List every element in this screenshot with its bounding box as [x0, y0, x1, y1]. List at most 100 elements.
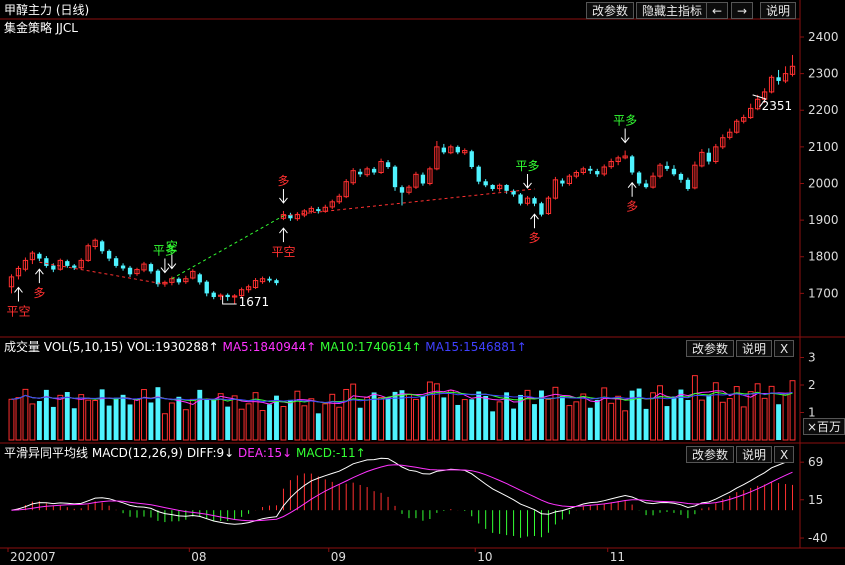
- volume-bar-down: [50, 406, 56, 440]
- candle-down: [560, 180, 565, 184]
- macd-close-button[interactable]: X: [774, 446, 795, 463]
- volume-bar-up: [761, 397, 768, 441]
- hide-main-indicator-button[interactable]: 隐藏主指标: [636, 2, 709, 19]
- candle-down: [371, 168, 377, 173]
- volume-bar-up: [252, 392, 259, 441]
- volume-bar-up: [566, 405, 573, 441]
- candle-down: [155, 270, 161, 285]
- x-tick-label: 08: [191, 550, 206, 564]
- trend-line-long: [171, 215, 284, 280]
- candle-down: [399, 187, 405, 193]
- signal-arrow-up: [14, 286, 23, 302]
- volume-help-button[interactable]: 说明: [736, 340, 773, 357]
- volume-bar-down: [225, 406, 231, 440]
- volume-bar-down: [315, 413, 321, 440]
- macd-help-button[interactable]: 说明: [736, 446, 773, 463]
- macd-tick-label: -40: [808, 531, 828, 545]
- volume-params-button[interactable]: 改参数: [686, 340, 735, 357]
- macd-dea-line: [11, 464, 793, 522]
- price-tick-label: 2000: [808, 176, 839, 190]
- volume-bar-up: [461, 399, 468, 441]
- candle-up: [601, 166, 607, 175]
- volume-bar-up: [85, 399, 92, 441]
- candle-down: [636, 172, 642, 184]
- volume-bar-up: [447, 389, 454, 441]
- candle-up: [434, 146, 440, 170]
- volume-unit-button[interactable]: ×百万: [803, 418, 845, 435]
- candle-down: [678, 173, 684, 180]
- prev-button[interactable]: ←: [706, 2, 729, 19]
- candle-down: [204, 281, 209, 294]
- volume-bar-down: [204, 398, 210, 440]
- candle-up: [378, 161, 384, 174]
- signal-label: 空: [166, 240, 178, 254]
- help-button[interactable]: 说明: [760, 2, 797, 19]
- volume-close-button[interactable]: X: [774, 340, 795, 357]
- volume-bar-up: [168, 402, 175, 441]
- volume-params: VOL(5,10,15): [43, 340, 124, 354]
- volume-bar-up: [789, 380, 796, 441]
- volume-ma15: MA15:1546881↑: [425, 340, 527, 354]
- candle-down: [385, 162, 391, 168]
- volume-bar-down: [664, 406, 670, 440]
- volume-bar-up: [343, 388, 350, 441]
- volume-bar-up: [657, 385, 663, 441]
- signal-arrow-down: [167, 254, 177, 270]
- candle-up: [252, 280, 259, 289]
- candle-up: [692, 164, 698, 189]
- candle-up: [768, 76, 775, 93]
- candle-up: [782, 73, 789, 82]
- macd-params-button[interactable]: 改参数: [686, 446, 735, 463]
- trend-line-long-2: [283, 188, 535, 217]
- candle-down: [392, 166, 398, 188]
- volume-bar-up: [622, 410, 629, 441]
- candle-down: [595, 171, 600, 175]
- signal-label: 平空: [271, 245, 295, 259]
- change-params-button[interactable]: 改参数: [586, 2, 635, 19]
- signal-arrow-down: [279, 188, 288, 204]
- price-tick-label: 2300: [808, 67, 839, 81]
- macd-panel-header: 平滑异同平均线 MACD(12,26,9) DIFF:9↓ DEA:15↓ MA…: [4, 446, 366, 460]
- signal-arrow-up: [530, 213, 539, 229]
- volume-bar-up: [608, 402, 615, 441]
- volume-ma10: MA10:1740614↑: [320, 340, 422, 354]
- price-tick-label: 2100: [808, 140, 839, 154]
- volume-bar-down: [420, 396, 426, 440]
- candle-down: [44, 258, 49, 266]
- volume-bar-up: [768, 385, 775, 441]
- volume-ma15-line: [11, 391, 793, 404]
- candle-up: [789, 65, 796, 75]
- candle-up: [336, 195, 342, 203]
- volume-bar-down: [385, 397, 391, 440]
- volume-bar-up: [15, 397, 22, 441]
- candle-up: [308, 207, 315, 212]
- volume-bar-up: [182, 409, 189, 441]
- volume-bar-up: [433, 383, 440, 441]
- volume-bar-up: [134, 399, 140, 441]
- candle-up: [301, 210, 308, 216]
- candle-up: [748, 107, 754, 119]
- candle-down: [776, 77, 781, 81]
- candle-up: [15, 267, 22, 277]
- candle-up: [183, 278, 189, 283]
- candle-up: [218, 294, 224, 297]
- volume-bar-down: [532, 404, 537, 440]
- volume-bar-down: [706, 394, 712, 440]
- signal-arrow-down: [620, 128, 630, 144]
- candle-up: [245, 286, 252, 291]
- candle-up: [761, 91, 768, 100]
- volume-bar-down: [371, 392, 377, 440]
- volume-tick-label: 3: [808, 351, 816, 365]
- volume-bar-down: [120, 394, 126, 440]
- candle-up: [734, 120, 740, 133]
- volume-bar-up: [524, 389, 531, 441]
- volume-bar-down: [490, 411, 496, 440]
- candle-down: [267, 278, 272, 281]
- volume-bar-down: [469, 399, 475, 440]
- volume-bar-up: [733, 386, 740, 441]
- next-button[interactable]: →: [731, 2, 754, 19]
- price-tick-label: 1900: [808, 213, 839, 227]
- volume-bar-down: [476, 391, 482, 440]
- candle-down: [51, 265, 56, 270]
